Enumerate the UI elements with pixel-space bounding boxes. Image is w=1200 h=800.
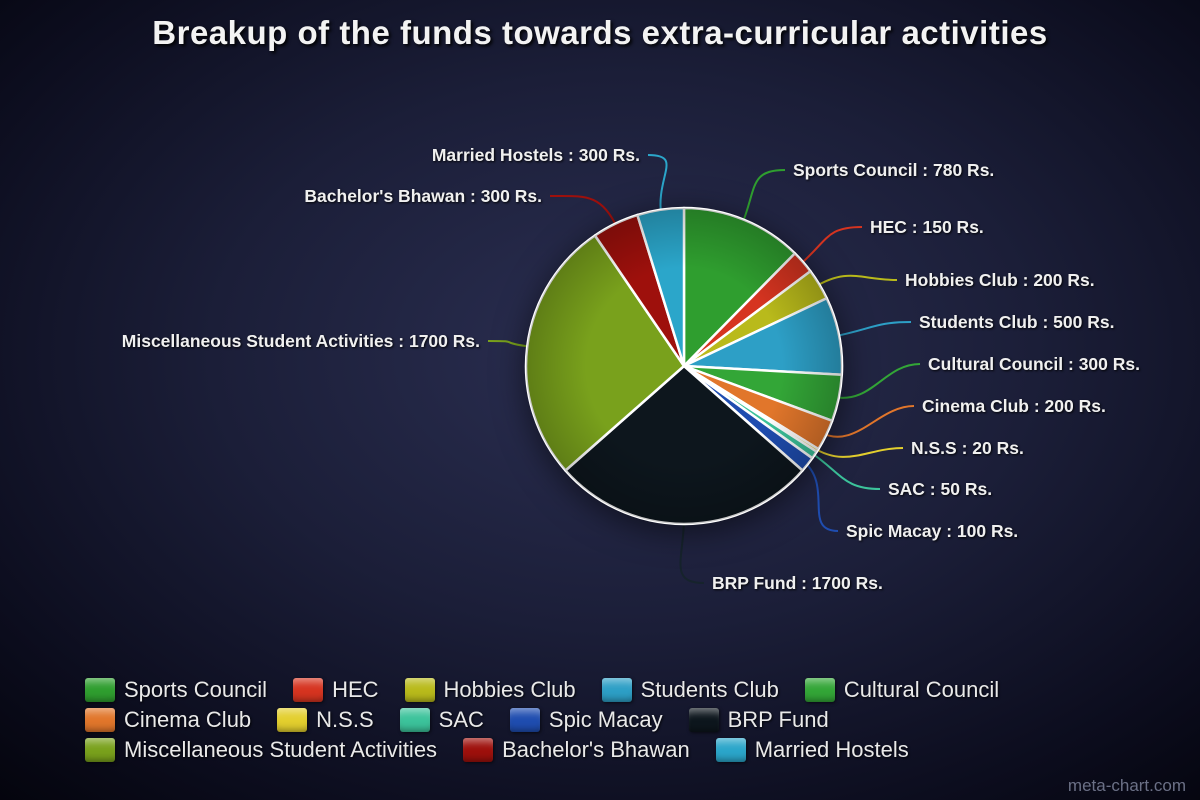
slice-label-hobbies-club: Hobbies Club : 200 Rs. [905, 270, 1095, 290]
slice-label-cultural-council: Cultural Council : 300 Rs. [928, 354, 1140, 374]
slice-labels-group: Sports Council : 780 Rs. HEC : 150 Rs. Hob… [122, 145, 1140, 593]
pie-chart: Sports Council : 780 Rs. HEC : 150 Rs. Hob… [122, 145, 1140, 593]
slice-label-n-s-s: N.S.S : 20 Rs. [911, 438, 1024, 458]
legend-item-cultural-council: Cultural Council [804, 676, 1000, 703]
leader-line-students-club [832, 321, 912, 338]
leader-line-miscellaneous-student-activities [487, 340, 534, 349]
legend-swatch-sports-council [85, 677, 115, 702]
leader-line-brp-fund [679, 517, 705, 584]
watermark: meta-chart.com [1067, 776, 1186, 795]
slice-label-students-club: Students Club : 500 Rs. [919, 312, 1114, 332]
leader-line-cultural-council [832, 363, 921, 399]
legend-label: SAC [438, 706, 484, 732]
legend-label: Hobbies Club [443, 676, 576, 702]
legend-label: Spic Macay [548, 706, 663, 732]
leader-line-spic-macay [802, 460, 839, 532]
legend-label: Cinema Club [124, 706, 252, 732]
legend-item-cinema-club: Cinema Club [85, 706, 251, 733]
legend: Sports Council HEC Hobbies Club Students Cl… [85, 676, 1165, 766]
slice-label-brp-fund: BRP Fund : 1700 Rs. [712, 573, 883, 593]
legend-item-hec: HEC [293, 676, 379, 703]
legend-swatch-cultural-council [804, 677, 835, 702]
legend-label: BRP Fund [727, 706, 829, 732]
legend-swatch-hec [293, 677, 324, 702]
legend-label: Bachelor's Bhawan [502, 736, 690, 762]
leader-line-n-s-s [811, 446, 904, 458]
leader-line-sports-council [740, 169, 786, 226]
legend-label: Cultural Council [843, 676, 1000, 702]
slice-label-spic-macay: Spic Macay : 100 Rs. [846, 521, 1018, 541]
leader-line-hobbies-club [813, 274, 898, 289]
legend-item-n-s-s: N.S.S [277, 706, 374, 733]
slice-label-sports-council: Sports Council : 780 Rs. [793, 160, 994, 180]
legend-item-spic-macay: Spic Macay [509, 706, 663, 733]
legend-row: Miscellaneous Student Activities Bachelor… [85, 736, 1165, 763]
legend-swatch-cinema-club [85, 707, 115, 732]
leader-line-hec [797, 226, 863, 267]
legend-item-students-club: Students Club [601, 676, 779, 703]
slice-label-cinema-club: Cinema Club : 200 Rs. [922, 396, 1106, 416]
leader-line-married-hostels [647, 154, 668, 216]
pie-slices-group [524, 206, 844, 526]
legend-swatch-married-hostels [715, 737, 746, 762]
legend-label: Married Hostels [754, 736, 909, 762]
legend-label: Miscellaneous Student Activities [124, 736, 438, 762]
legend-item-sports-council: Sports Council [85, 676, 267, 703]
chart-title: Breakup of the funds towards extra-curri… [152, 14, 1048, 51]
legend-row: Sports Council HEC Hobbies Club Students Cl… [85, 676, 1165, 703]
legend-swatch-miscellaneous-student-activities [85, 737, 115, 762]
legend-swatch-bachelor-s-bhawan [463, 737, 494, 762]
legend-swatch-spic-macay [509, 707, 540, 732]
slice-label-married-hostels: Married Hostels : 300 Rs. [432, 145, 640, 165]
legend-swatch-hobbies-club [404, 677, 435, 702]
legend-label: N.S.S [316, 706, 374, 732]
legend-item-married-hostels: Married Hostels [715, 736, 909, 763]
slice-label-sac: SAC : 50 Rs. [888, 479, 992, 499]
legend-item-hobbies-club: Hobbies Club [404, 676, 576, 703]
slice-label-bachelor-s-bhawan: Bachelor's Bhawan : 300 Rs. [304, 186, 542, 206]
legend-item-miscellaneous-student-activities: Miscellaneous Student Activities [85, 736, 437, 763]
legend-item-sac: SAC [399, 706, 484, 733]
legend-label: Sports Council [124, 676, 268, 702]
legend-swatch-brp-fund [688, 707, 719, 732]
legend-swatch-n-s-s [277, 707, 308, 732]
legend-item-brp-fund: BRP Fund [688, 706, 829, 733]
legend-label: HEC [332, 676, 379, 702]
slice-label-hec: HEC : 150 Rs. [870, 217, 984, 237]
legend-swatch-sac [399, 707, 430, 732]
legend-label: Students Club [640, 676, 779, 702]
slice-label-miscellaneous-student-activities: Miscellaneous Student Activities : 1700 … [122, 331, 480, 351]
legend-row: Cinema Club N.S.S SAC Spic Macay BRP Fund [85, 706, 1165, 733]
leader-line-bachelor-s-bhawan [549, 194, 619, 230]
legend-item-bachelor-s-bhawan: Bachelor's Bhawan [463, 736, 690, 763]
legend-swatch-students-club [601, 677, 632, 702]
